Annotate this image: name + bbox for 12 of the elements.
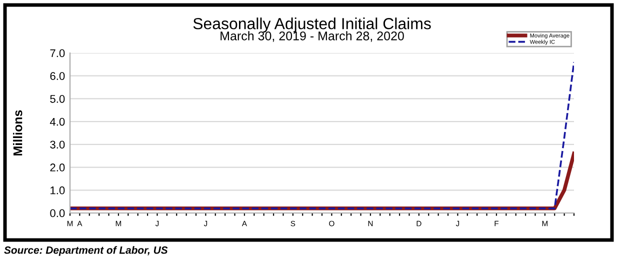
chart-subtitle: March 30, 2019 - March 28, 2020 (220, 31, 404, 42)
y-tick-label: 1.0 (50, 186, 65, 194)
y-tick-label: 4.0 (50, 118, 65, 126)
y-tick-label: 3.0 (50, 140, 65, 149)
y-axis-title: Millions (13, 110, 22, 156)
source-note: Source: Department of Labor, US (4, 246, 168, 256)
chart-title: Seasonally Adjusted Initial Claims (193, 18, 431, 32)
y-tick-label: 6.0 (50, 72, 65, 80)
y-tick-label: 2.0 (50, 164, 65, 172)
y-tick-label: 7.0 (50, 49, 65, 58)
y-tick-label: 0.0 (50, 209, 65, 218)
y-tick-label: 5.0 (50, 94, 65, 103)
